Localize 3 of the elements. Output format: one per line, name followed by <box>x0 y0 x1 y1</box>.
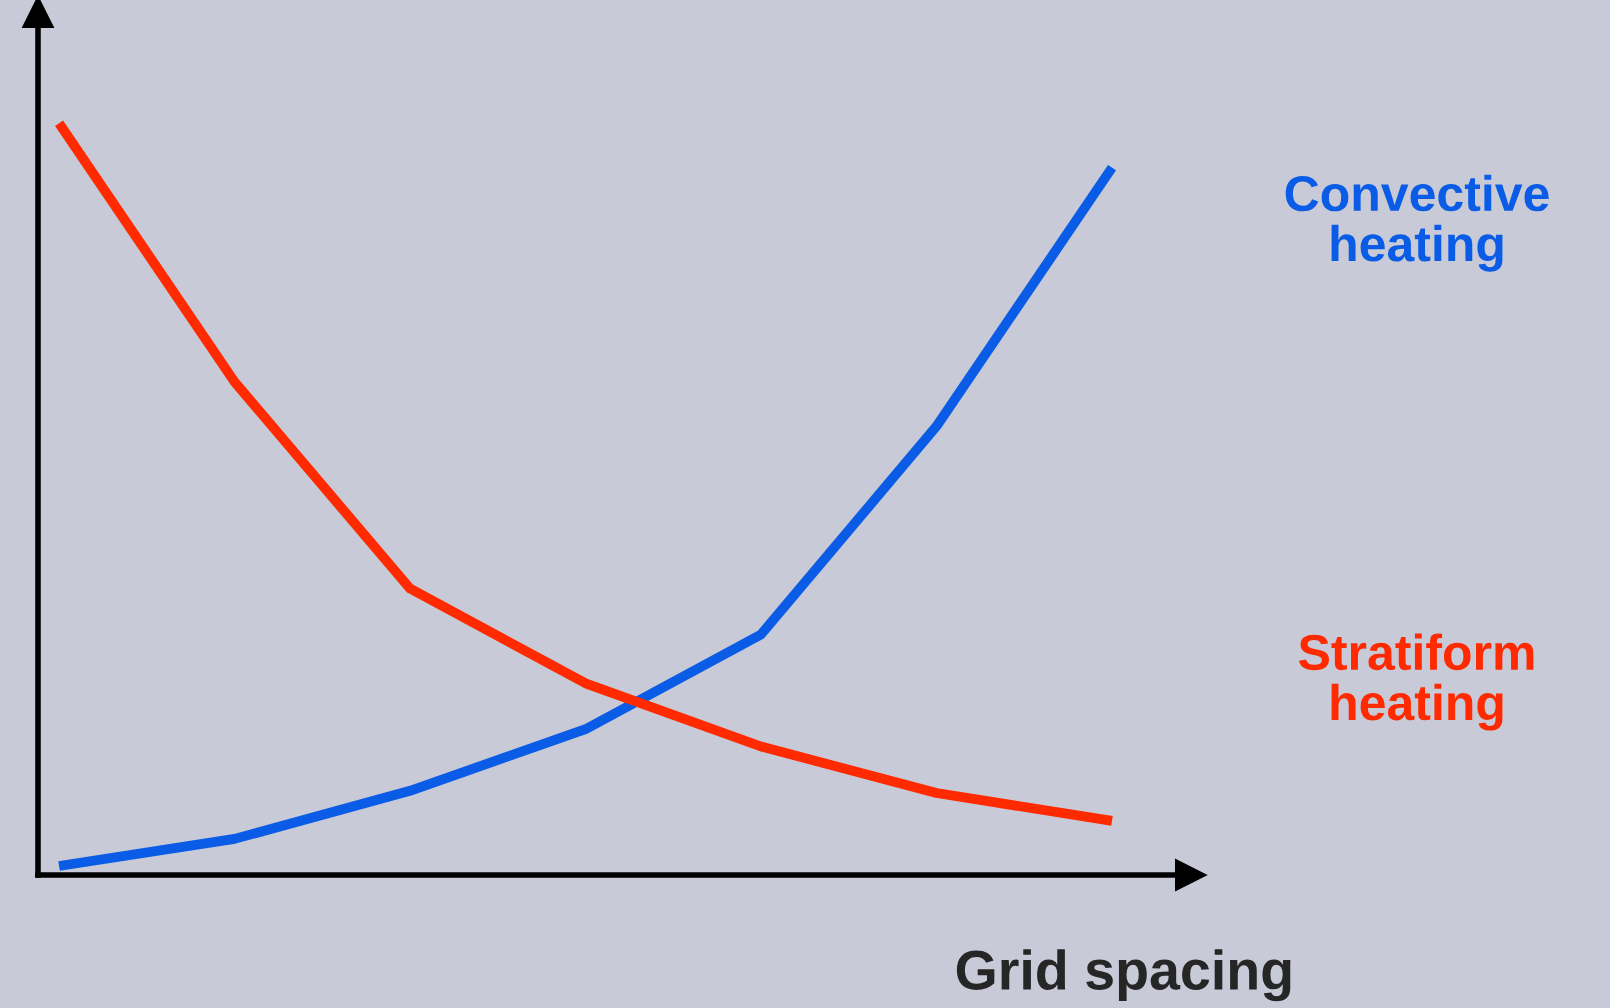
text: Stratiform heating <box>1298 633 1534 731</box>
x-axis-title: Grid spacing <box>956 949 1291 1002</box>
text: Convective heating <box>1285 174 1549 272</box>
